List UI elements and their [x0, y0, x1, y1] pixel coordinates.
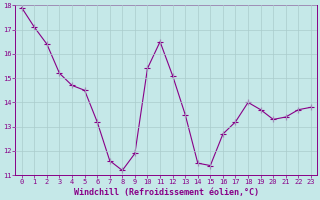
X-axis label: Windchill (Refroidissement éolien,°C): Windchill (Refroidissement éolien,°C): [74, 188, 259, 197]
